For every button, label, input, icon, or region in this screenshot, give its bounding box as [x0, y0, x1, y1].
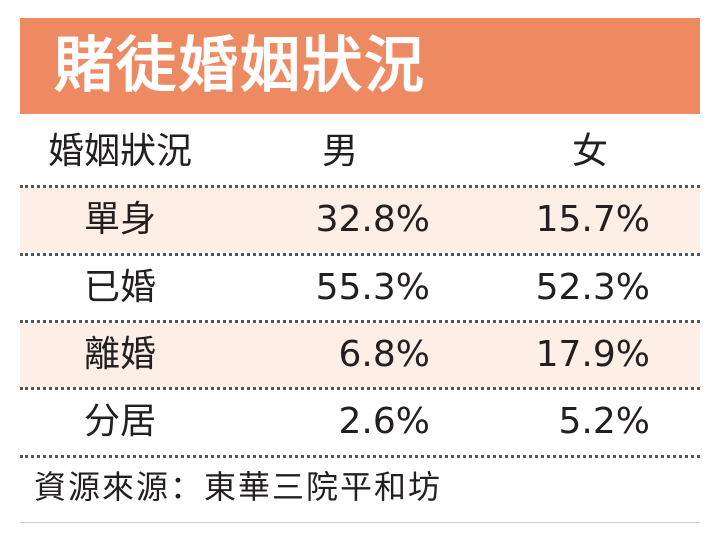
male-value: 32.8%	[315, 199, 430, 240]
table-title: 賭徒婚姻狀況	[54, 31, 426, 101]
header-status: 婚姻狀況	[47, 131, 192, 172]
row-divider	[20, 185, 700, 188]
header-male: 男	[321, 131, 358, 172]
female-value: 17.9%	[535, 334, 650, 375]
male-value: 55.3%	[315, 267, 430, 308]
status-cell: 單身	[83, 199, 156, 240]
row-divider	[20, 455, 700, 458]
status-cell: 離婚	[83, 334, 156, 375]
table-header-row: 婚姻狀況 男 女	[20, 120, 700, 184]
male-value: 6.8%	[338, 334, 430, 375]
male-value: 2.6%	[338, 401, 430, 442]
status-cell: 分居	[83, 401, 156, 442]
bottom-rule	[20, 522, 700, 523]
header-female: 女	[571, 131, 608, 172]
row-divider	[20, 253, 700, 256]
table-row: 已婚 55.3% 52.3%	[20, 256, 700, 320]
table-row: 單身 32.8% 15.7%	[20, 188, 700, 252]
table-row: 分居 2.6% 5.2%	[20, 390, 700, 454]
status-cell: 已婚	[83, 267, 156, 308]
title-banner: 賭徒婚姻狀況	[20, 18, 700, 114]
table-row: 離婚 6.8% 17.9%	[20, 323, 700, 387]
female-value: 15.7%	[535, 199, 650, 240]
row-divider	[20, 320, 700, 323]
female-value: 5.2%	[558, 401, 650, 442]
source-note: 資源來源：東華三院平和坊	[34, 468, 443, 506]
female-value: 52.3%	[535, 267, 650, 308]
row-divider	[20, 387, 700, 390]
